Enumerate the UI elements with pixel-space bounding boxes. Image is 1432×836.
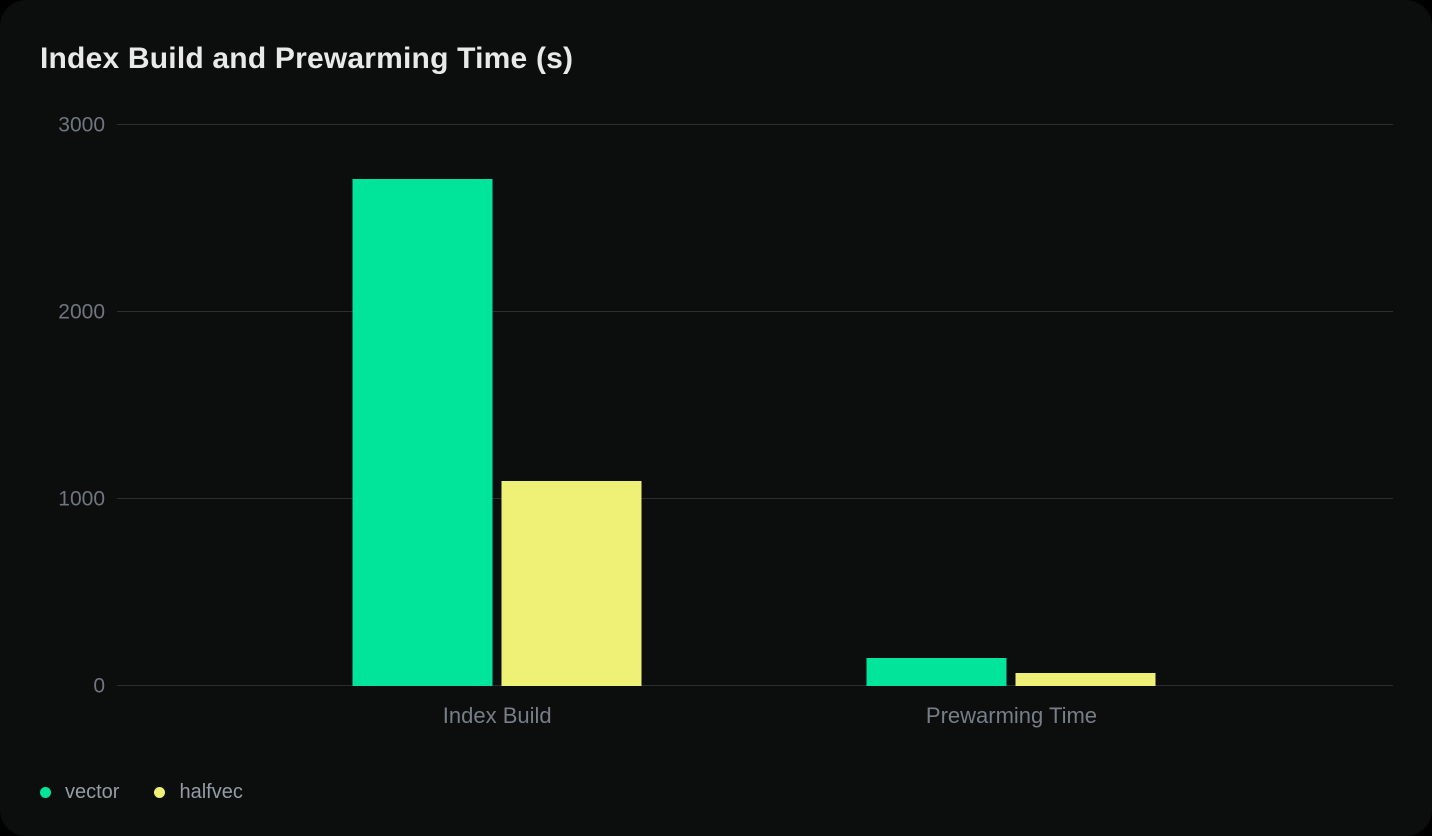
legend-item-halfvec[interactable]: halfvec	[154, 781, 243, 803]
y-axis-labels: 0 1000 2000 3000	[20, 115, 105, 697]
legend-label-vector: vector	[65, 781, 120, 803]
x-category-label-prewarming-time: Prewarming Time	[925, 703, 1098, 728]
y-tick-label-3000: 3000	[58, 113, 105, 137]
gridline-1000	[117, 498, 1393, 499]
bar-vector-index-build	[352, 179, 493, 686]
y-tick-label-0: 0	[93, 674, 105, 698]
legend-marker-vector	[40, 786, 51, 798]
gridline-0	[117, 685, 1393, 686]
y-tick-label-1000: 1000	[58, 487, 105, 511]
bar-group-index-build	[352, 125, 642, 686]
x-category-label-index-build: Index Build	[442, 703, 552, 728]
bar-vector-prewarming-time	[866, 657, 1007, 686]
bar-halfvec-prewarming-time	[1015, 672, 1156, 686]
gridline-2000	[117, 311, 1393, 312]
legend-item-vector[interactable]: vector	[40, 782, 119, 802]
bar-halfvec-index-build	[501, 481, 642, 686]
gridline-3000	[117, 124, 1393, 125]
chart-title: Index Build and Prewarming Time (s)	[40, 42, 574, 75]
plot-area: 0 1000 2000 3000 Index Build Prewarming Time	[58, 115, 1393, 728]
legend: vector halfvec	[40, 782, 243, 802]
bar-group-prewarming-time	[866, 125, 1156, 686]
y-tick-label-2000: 2000	[58, 300, 105, 324]
legend-marker-halfvec	[154, 786, 166, 798]
legend-label-halfvec: halfvec	[179, 781, 243, 803]
